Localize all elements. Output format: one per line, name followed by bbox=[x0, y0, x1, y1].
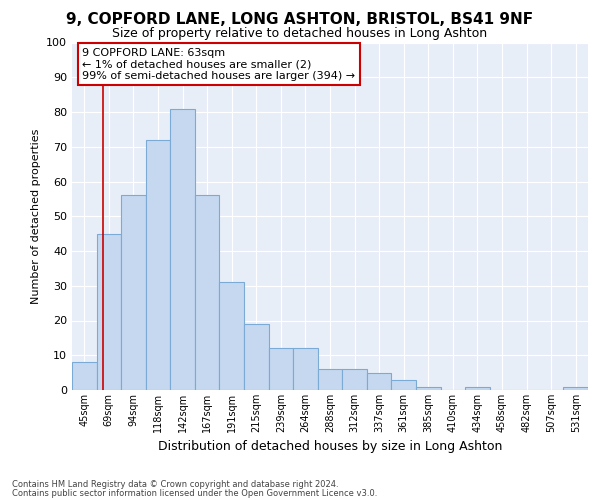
Text: Contains public sector information licensed under the Open Government Licence v3: Contains public sector information licen… bbox=[12, 488, 377, 498]
Bar bbox=[97, 234, 121, 390]
Bar bbox=[146, 140, 170, 390]
Bar bbox=[195, 196, 220, 390]
Bar bbox=[465, 386, 490, 390]
Bar bbox=[318, 369, 342, 390]
Bar bbox=[121, 196, 146, 390]
Bar bbox=[72, 362, 97, 390]
Bar bbox=[244, 324, 269, 390]
Text: Contains HM Land Registry data © Crown copyright and database right 2024.: Contains HM Land Registry data © Crown c… bbox=[12, 480, 338, 489]
Text: Size of property relative to detached houses in Long Ashton: Size of property relative to detached ho… bbox=[112, 28, 488, 40]
Bar bbox=[269, 348, 293, 390]
X-axis label: Distribution of detached houses by size in Long Ashton: Distribution of detached houses by size … bbox=[158, 440, 502, 454]
Bar bbox=[416, 386, 440, 390]
Bar bbox=[367, 372, 391, 390]
Bar bbox=[220, 282, 244, 390]
Bar bbox=[293, 348, 318, 390]
Bar bbox=[563, 386, 588, 390]
Y-axis label: Number of detached properties: Number of detached properties bbox=[31, 128, 41, 304]
Bar bbox=[391, 380, 416, 390]
Text: 9 COPFORD LANE: 63sqm
← 1% of detached houses are smaller (2)
99% of semi-detach: 9 COPFORD LANE: 63sqm ← 1% of detached h… bbox=[82, 48, 355, 81]
Bar bbox=[170, 108, 195, 390]
Text: 9, COPFORD LANE, LONG ASHTON, BRISTOL, BS41 9NF: 9, COPFORD LANE, LONG ASHTON, BRISTOL, B… bbox=[67, 12, 533, 28]
Bar bbox=[342, 369, 367, 390]
